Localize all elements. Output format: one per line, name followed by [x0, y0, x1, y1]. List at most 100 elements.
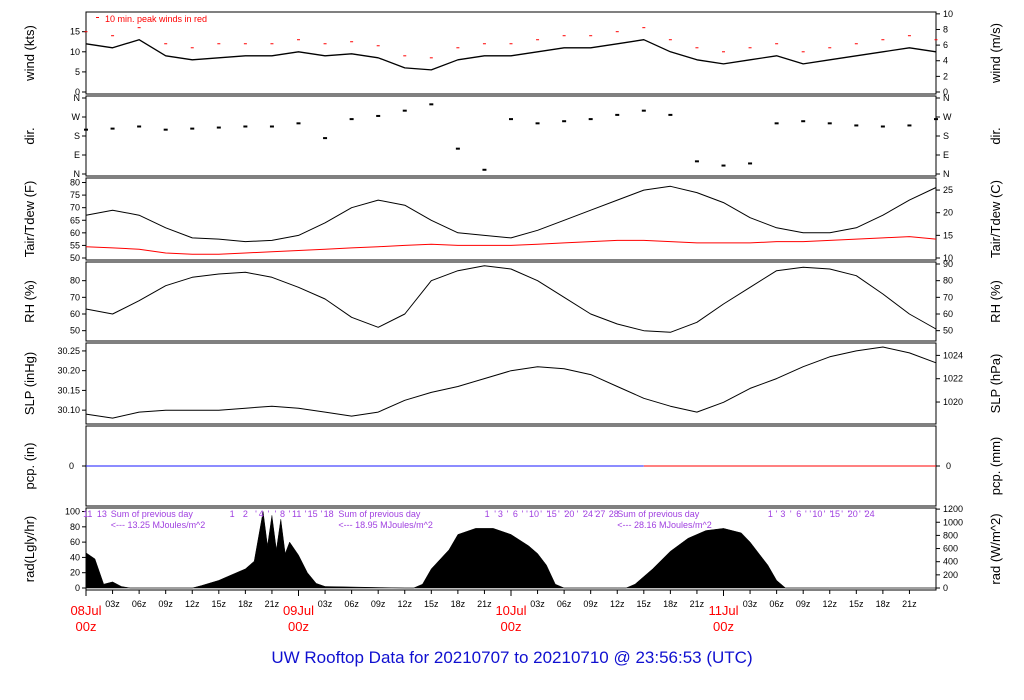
- radiation-hour-label: ': [558, 509, 560, 519]
- radiation-hour-label: 15: [830, 509, 840, 519]
- radiation-hour-label: ': [830, 509, 832, 519]
- y-tick-label-right: 1000: [943, 517, 963, 527]
- y-tick-label-right: 20: [943, 208, 953, 218]
- peak-wind-mark: [722, 51, 725, 53]
- y-axis-label-right: pcp. (mm): [988, 437, 1003, 496]
- radiation-hour-label: ': [594, 509, 596, 519]
- x-tick-label: 18z: [238, 599, 253, 609]
- y-tick-label-right: 1020: [943, 397, 963, 407]
- direction-point: [854, 124, 859, 127]
- y-tick-label-left: 80: [70, 522, 80, 532]
- y-tick-label-left: 50: [70, 326, 80, 336]
- direction-point: [535, 122, 540, 125]
- direction-point: [880, 125, 885, 128]
- x-tick-label: 15z: [849, 599, 864, 609]
- radiation-hour-label: ': [564, 509, 566, 519]
- direction-point: [801, 120, 806, 123]
- y-tick-label-right: 1200: [943, 504, 963, 514]
- radiation-hour-label: 10: [812, 509, 822, 519]
- radiation-hour-label: ': [275, 509, 277, 519]
- y-tick-label-right: 400: [943, 557, 958, 567]
- x-tick-label: 03z: [318, 599, 333, 609]
- direction-point: [774, 122, 779, 125]
- y-tick-label-left: 75: [70, 190, 80, 200]
- radiation-hour-label: ': [776, 509, 778, 519]
- x-tick-label: 06z: [769, 599, 784, 609]
- panel-frame-4: [85, 342, 937, 425]
- radiation-hour-label: 27: [595, 509, 605, 519]
- peak-wind-mark: [562, 35, 566, 37]
- direction-point: [615, 113, 620, 116]
- peak-wind-mark: [642, 27, 646, 29]
- y-tick-label-right: 10: [943, 253, 953, 263]
- x-day-label: 09Jul: [283, 603, 314, 618]
- peak-wind-mark: [615, 31, 619, 33]
- x-tick-label: 21z: [690, 599, 705, 609]
- radiation-hour-label: ': [522, 509, 524, 519]
- y-tick-label-left: 65: [70, 215, 80, 225]
- direction-point: [588, 118, 593, 121]
- y-tick-label-right: 8: [943, 24, 948, 34]
- y-tick-label-left: 60: [70, 228, 80, 238]
- y-tick-label-left: 40: [70, 552, 80, 562]
- radiation-hour-label: ': [255, 509, 257, 519]
- x-tick-label: 21z: [902, 599, 917, 609]
- radiation-hour-label: 15: [308, 509, 318, 519]
- direction-point: [668, 113, 673, 116]
- radiation-hour-label: ': [790, 509, 792, 519]
- direction-point: [402, 109, 407, 112]
- radiation-sum-label: Sum of previous day: [617, 509, 700, 519]
- radiation-hour-label: 11: [83, 509, 92, 519]
- y-tick-label-left: 80: [70, 276, 80, 286]
- x-day-label: 08Jul: [70, 603, 101, 618]
- y-tick-label-left: 60: [70, 537, 80, 547]
- radiation-hour-label: ': [546, 509, 548, 519]
- y-tick-label-left: 30.15: [57, 385, 80, 395]
- y-tick-label-right: 10: [943, 9, 953, 19]
- x-tick-label: 09z: [371, 599, 386, 609]
- x-day-time: 00z: [713, 619, 734, 634]
- peak-wind-mark: [350, 41, 354, 43]
- peak-wind-mark: [748, 47, 752, 49]
- direction-point: [190, 127, 195, 130]
- radiation-hour-label: ': [540, 509, 542, 519]
- radiation-hour-label: 15: [547, 509, 557, 519]
- radiation-hour-label: ': [809, 509, 811, 519]
- y-axis-label-left: RH (%): [22, 280, 37, 323]
- radiation-hour-label: 8: [280, 509, 285, 519]
- y-tick-label-right: 70: [943, 292, 953, 302]
- tdew-line: [85, 236, 937, 255]
- y-tick-label-right: 200: [943, 570, 958, 580]
- y-axis-label-right: Tair/Tdew (C): [988, 180, 1003, 258]
- direction-point: [641, 109, 646, 112]
- x-tick-label: 15z: [637, 599, 652, 609]
- y-axis-label-left: SLP (inHg): [22, 352, 37, 415]
- radiation-hour-label: ': [859, 509, 861, 519]
- y-axis-label-right: RH (%): [988, 280, 1003, 323]
- y-axis-label-left: Tair/Tdew (F): [22, 181, 37, 258]
- radiation-hour-label: 3: [498, 509, 503, 519]
- x-day-time: 00z: [501, 619, 522, 634]
- y-tick-label-left: 55: [70, 240, 80, 250]
- peak-wind-mark: [137, 27, 141, 29]
- radiation-hour-label: 6: [796, 509, 801, 519]
- peak-wind-mark: [323, 43, 327, 45]
- radiation-hour-label: ': [289, 509, 291, 519]
- y-tick-label-left: 70: [70, 292, 80, 302]
- direction-point: [216, 126, 221, 129]
- y-tick-label-left: 0: [69, 461, 74, 471]
- panel-frame-2: [85, 177, 937, 261]
- y-tick-label-right: 600: [943, 544, 958, 554]
- x-tick-label: 06z: [344, 599, 359, 609]
- radiation-hour-label: ': [583, 509, 585, 519]
- direction-point: [296, 122, 301, 125]
- peak-wind-mark: [84, 31, 88, 33]
- y-axis-label-left: wind (kts): [22, 25, 37, 82]
- peak-wind-mark: [509, 43, 513, 45]
- radiation-hour-label: 13: [97, 509, 107, 519]
- peak-wind-mark: [668, 39, 672, 41]
- peak-wind-mark: [376, 45, 380, 47]
- peak-wind-mark: [695, 47, 699, 49]
- radiation-hour-label: 18: [324, 509, 334, 519]
